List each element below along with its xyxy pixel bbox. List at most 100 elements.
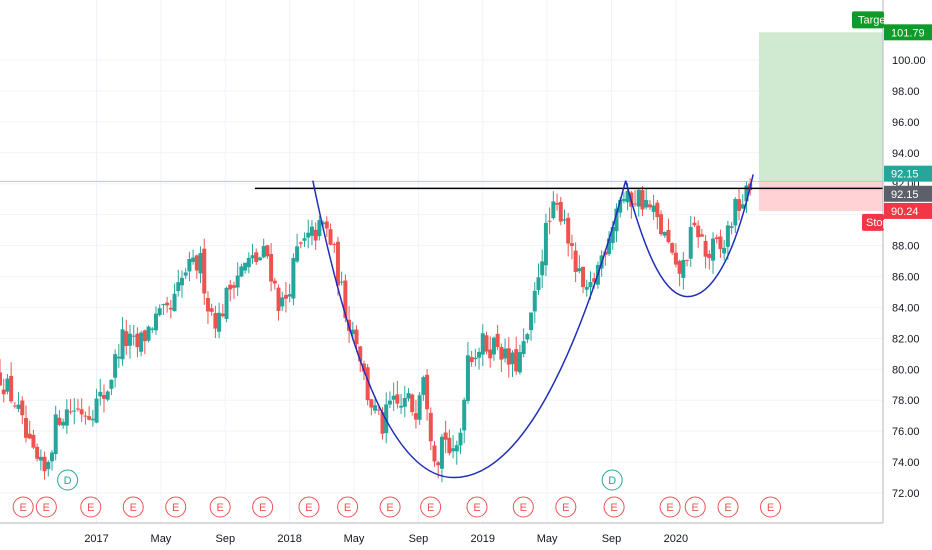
candle-body [503,348,508,359]
candle-body [610,227,615,243]
x-tick-label: 2019 [471,533,495,545]
candle-body [718,236,723,249]
candle-body [499,346,504,360]
candle-body [31,434,36,448]
event-markers[interactable]: E E D E E E E E E E E E E E E D E E E E E [12,469,782,518]
marker-circle [684,496,706,518]
candle-body [391,395,396,400]
earnings-marker[interactable]: E [603,496,625,518]
marker-circle [717,496,739,518]
candle-body [477,351,482,358]
earnings-marker[interactable]: E [379,496,401,518]
candle-body [127,333,132,346]
candle-body [696,225,701,238]
earnings-marker[interactable]: E [298,496,320,518]
candle-body [354,329,359,345]
candle-body [436,462,441,466]
earnings-marker[interactable]: E [337,496,359,518]
pattern-overlay [0,174,883,479]
candle-body [165,302,170,306]
x-tick-label: 2018 [277,533,301,545]
marker-letter: E [666,502,673,514]
earnings-marker[interactable]: E [122,496,144,518]
stop-price-tag-box [884,202,932,219]
candle-body [733,198,738,226]
candle-body [87,416,92,420]
candle-body [146,326,151,341]
candle-body [306,232,311,238]
candle-body [105,391,110,400]
candle-body [191,257,196,262]
candle-body [562,219,567,221]
earnings-marker[interactable]: E [209,496,231,518]
marker-letter: E [562,502,569,514]
candle-body [94,398,99,423]
candle-body [339,281,344,283]
marker-circle [298,496,320,518]
candle-body [714,237,719,239]
earnings-marker[interactable]: E [555,496,577,518]
marker-letter: E [130,502,137,514]
candle-body [228,284,233,290]
candle-body [239,266,244,277]
candle-body [480,333,485,355]
candle-body [254,252,259,262]
y-tick-label: 88.00 [892,241,920,253]
candle-body [72,410,77,412]
earnings-marker[interactable]: E [35,496,57,518]
marker-circle [80,496,102,518]
candle-body [666,229,671,243]
candle-body [46,461,51,470]
marker-letter: E [43,502,50,514]
earnings-marker[interactable]: E [252,496,274,518]
candle-body [588,282,593,288]
candle-body [90,418,95,421]
candle-body [566,217,571,244]
earnings-marker[interactable]: E [717,496,739,518]
dividend-marker[interactable]: D [57,469,79,491]
candle-body [139,332,144,352]
candle-body [35,446,40,459]
candle-body [313,229,318,241]
candle-body [737,199,742,211]
candle-body [135,333,140,348]
candle-body [153,313,158,331]
candle-body [543,222,548,266]
candle-body [209,308,214,312]
candle-body [421,377,426,395]
earnings-marker[interactable]: E [165,496,187,518]
earnings-marker[interactable]: E [684,496,706,518]
candle-body [116,356,121,359]
candle-body [187,258,192,272]
candle-body [113,354,118,378]
earnings-marker[interactable]: E [760,496,782,518]
earnings-marker[interactable]: E [12,496,34,518]
marker-circle [337,496,359,518]
earnings-marker[interactable]: E [659,496,681,518]
candle-body [61,421,66,426]
candle-body [217,312,222,332]
candle-body [202,248,207,294]
earnings-marker[interactable]: E [512,496,534,518]
marker-circle [12,496,34,518]
candle-body [447,437,452,454]
earnings-marker[interactable]: E [80,496,102,518]
marker-circle [466,496,488,518]
marker-letter: E [473,502,480,514]
earnings-marker[interactable]: E [466,496,488,518]
candle-body [577,268,582,272]
candle-body [473,357,478,360]
candle-body [68,411,73,413]
candle-body [551,201,556,219]
marker-letter: E [692,502,699,514]
candle-body [491,337,496,355]
marker-circle [603,496,625,518]
marker-letter: E [20,502,27,514]
x-tick-label: May [537,533,558,545]
candle-body [636,189,641,207]
earnings-marker[interactable]: E [420,496,442,518]
dividend-marker[interactable]: D [601,469,623,491]
candle-body [510,352,515,365]
